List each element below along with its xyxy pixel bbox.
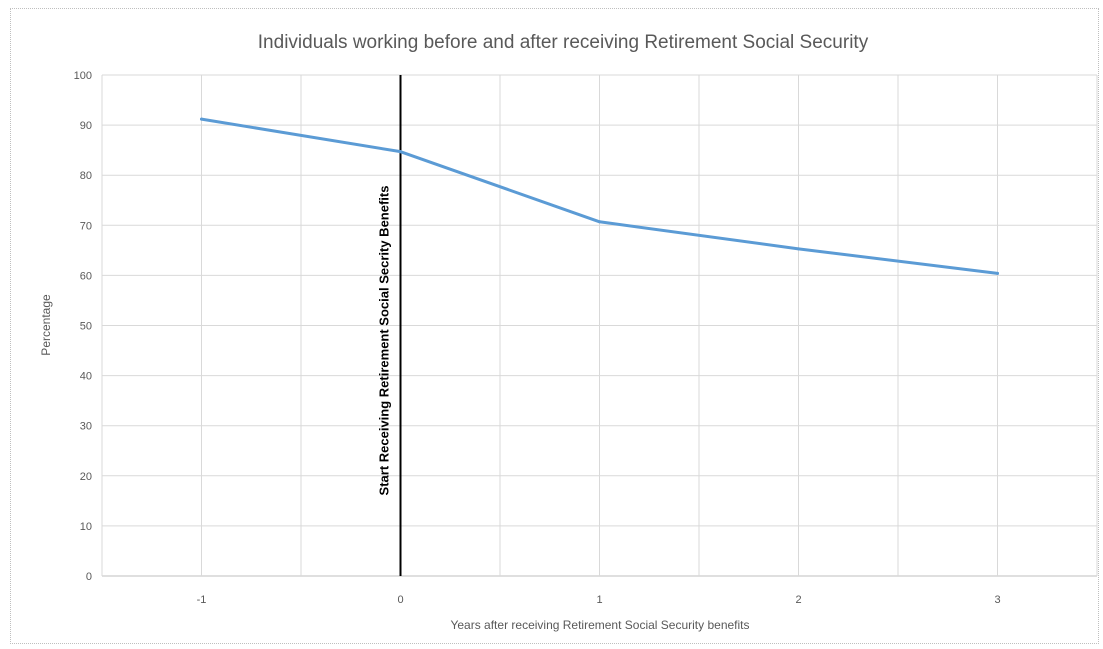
y-tick-label: 20 [80, 471, 92, 483]
x-tick-label: 0 [397, 594, 403, 606]
data-point [399, 150, 402, 154]
data-point [598, 220, 601, 224]
series-layer [200, 117, 999, 275]
y-tick-label: 40 [80, 371, 92, 383]
y-tick-label: 30 [80, 421, 92, 433]
start-marker-label: Start Receiving Retirement Social Secrit… [377, 186, 392, 496]
y-tick-label: 50 [80, 321, 92, 333]
data-point [996, 271, 999, 275]
y-axis-title: Percentage [39, 294, 53, 356]
y-tick-label: 0 [86, 571, 92, 583]
y-tick-label: 70 [80, 220, 92, 232]
x-tick-label: 2 [795, 594, 801, 606]
x-tick-label: -1 [197, 594, 207, 606]
tick-labels: 0 10 20 30 40 50 60 70 80 90 100 -1 0 1 2 3 [74, 70, 1001, 606]
y-tick-label: 90 [80, 120, 92, 132]
y-tick-label: 10 [80, 521, 92, 533]
y-tick-label: 80 [80, 170, 92, 182]
data-point [200, 117, 203, 121]
y-tick-label: 60 [80, 270, 92, 282]
x-tick-label: 3 [994, 594, 1000, 606]
chart-title: Individuals working before and after rec… [258, 32, 869, 53]
gridlines [101, 74, 1098, 577]
x-tick-label: 1 [596, 594, 602, 606]
y-tick-label: 100 [74, 70, 92, 82]
start-marker: Start Receiving Retirement Social Secrit… [377, 75, 402, 576]
x-axis-title: Years after receiving Retirement Social … [450, 618, 749, 632]
data-point [797, 247, 800, 251]
